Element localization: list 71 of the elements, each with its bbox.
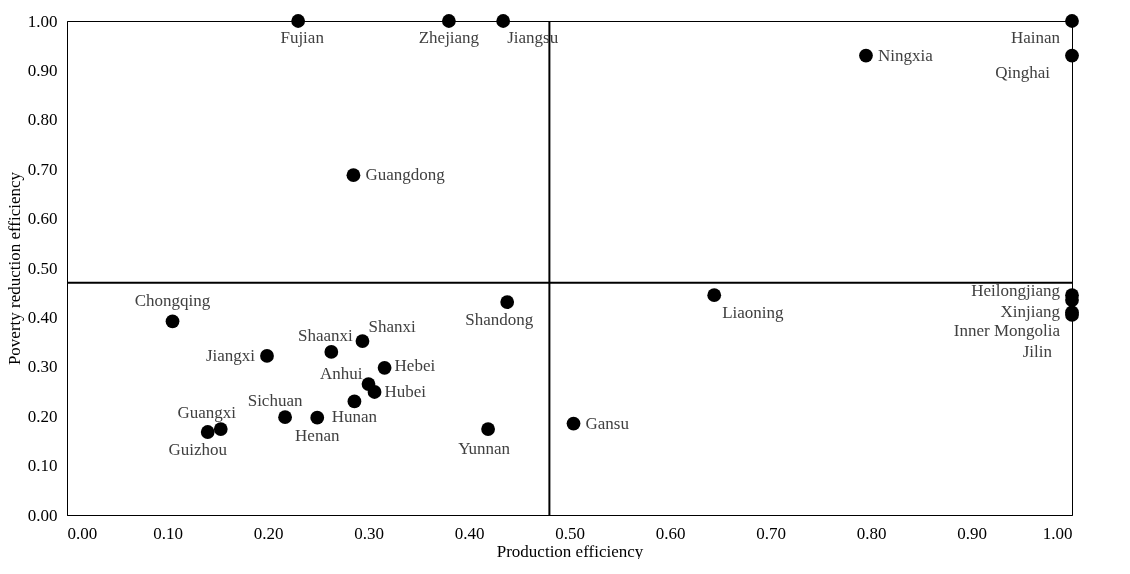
point — [496, 14, 511, 28]
data-label: Jilin — [1022, 341, 1053, 361]
data-label: Ningxia — [877, 45, 934, 65]
x-tick-label: 0.10 — [153, 523, 183, 543]
data-label: Jiangxi — [205, 345, 256, 365]
x-tick-label: 0.30 — [354, 523, 384, 543]
point — [442, 14, 456, 28]
point — [377, 360, 392, 375]
data-label: Guangdong — [365, 165, 446, 185]
y-tick-label: 0.30 — [27, 357, 58, 377]
x-tick-label: 0.20 — [253, 523, 284, 543]
y-tick-label: 0.10 — [27, 456, 58, 476]
data-label: Hainan — [1010, 28, 1061, 47]
point — [278, 410, 292, 425]
data-label: Hubei — [384, 381, 427, 401]
point — [213, 422, 228, 436]
y-tick-label: 0.00 — [27, 505, 58, 525]
point — [500, 295, 515, 309]
point — [707, 288, 722, 303]
point — [367, 385, 382, 399]
point — [324, 345, 339, 359]
point — [481, 422, 495, 436]
x-tick-label: 0.00 — [67, 523, 98, 543]
data-label: Shaanxi — [297, 325, 353, 345]
point — [291, 14, 306, 28]
data-label: Guangxi — [177, 403, 237, 423]
data-label: Fujian — [280, 28, 325, 47]
data-label: Liaoning — [722, 303, 785, 323]
y-tick-label: 0.60 — [27, 209, 58, 229]
x-tick-label: 0.90 — [957, 523, 987, 543]
data-label: Anhui — [320, 364, 363, 384]
data-label: Inner Mongolia — [953, 321, 1061, 341]
data-label: Henan — [295, 425, 340, 445]
point — [1065, 48, 1079, 63]
point — [310, 410, 325, 425]
data-label: Zhejiang — [418, 28, 480, 47]
x-tick-label: 0.70 — [756, 523, 786, 543]
x-tick-label: 1.00 — [1042, 523, 1073, 543]
data-label: Chongqing — [134, 291, 211, 311]
data-label: Hunan — [331, 407, 378, 427]
data-label: Qinghai — [995, 62, 1051, 82]
x-tick-label: 0.80 — [856, 523, 887, 543]
data-label: Heilongjiang — [971, 281, 1061, 301]
data-label: Shanxi — [368, 317, 416, 337]
y-tick-label: 1.00 — [27, 11, 58, 31]
data-label: Hebei — [394, 355, 436, 375]
y-tick-label: 0.80 — [27, 110, 58, 130]
y-tick-label: 0.90 — [27, 60, 58, 80]
data-label: Yunnan — [458, 439, 511, 459]
data-label: Sichuan — [247, 391, 303, 411]
point — [1065, 14, 1079, 28]
point — [566, 416, 581, 431]
data-label: Shandong — [465, 310, 534, 330]
y-tick-label: 0.50 — [27, 258, 58, 278]
data-label: Guizhou — [168, 440, 228, 460]
point — [260, 349, 274, 363]
point — [346, 168, 361, 183]
y-tick-label: 0.20 — [27, 406, 58, 426]
data-label: Xinjiang — [1000, 302, 1061, 322]
y-tick-label: 0.70 — [27, 159, 58, 179]
x-tick-label: 0.40 — [454, 523, 485, 543]
data-label: Gansu — [585, 413, 630, 433]
x-tick-label: 0.60 — [655, 523, 686, 543]
y-tick-label: 0.40 — [27, 307, 58, 327]
point — [200, 425, 215, 439]
x-tick-label: 0.50 — [555, 523, 585, 543]
point — [347, 394, 362, 409]
point — [859, 48, 873, 63]
point — [355, 334, 370, 348]
point — [165, 314, 180, 329]
y-axis-title: Poverty reduction efficiency — [4, 171, 24, 366]
